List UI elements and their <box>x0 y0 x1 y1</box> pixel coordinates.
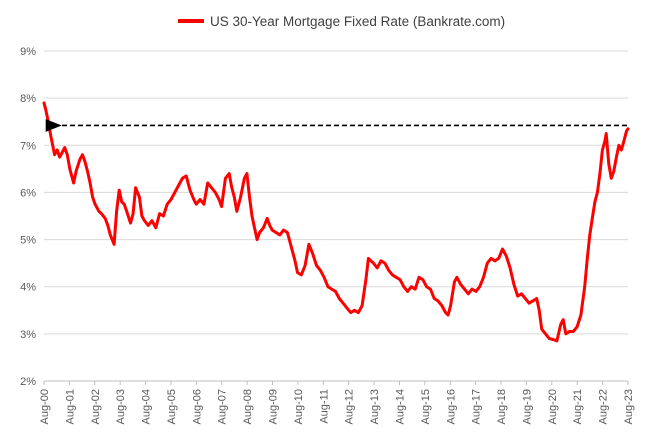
x-tick-label: Aug-02 <box>90 389 102 424</box>
x-tick-label: Aug-01 <box>64 389 76 424</box>
legend-label: US 30-Year Mortgage Fixed Rate (Bankrate… <box>210 13 506 29</box>
gridlines <box>44 50 628 382</box>
x-tick-label: Aug-17 <box>471 389 483 424</box>
x-tick-label: Aug-05 <box>166 389 178 424</box>
x-tick-label: Aug-22 <box>598 389 610 424</box>
x-tick-label: Aug-16 <box>445 389 457 424</box>
axes: 2% 3% 4% 5% 6% 7% 8% 9% Aug-00 Aug-01 Aug-02 Aug-03… <box>20 46 635 424</box>
x-tick-label: Aug-00 <box>39 389 51 424</box>
legend: US 30-Year Mortgage Fixed Rate (Bankrate… <box>178 12 505 30</box>
series-layer <box>42 101 630 343</box>
y-tick-label: 7% <box>20 140 36 152</box>
y-tick-label: 5% <box>20 235 36 247</box>
x-tick-label: Aug-08 <box>242 389 254 424</box>
x-tick-label: Aug-11 <box>318 389 330 424</box>
x-tick-label: Aug-19 <box>521 389 533 424</box>
y-tick-label: 2% <box>20 376 36 388</box>
x-tick-label: Aug-09 <box>268 389 280 424</box>
x-tick-label: Aug-06 <box>191 389 203 424</box>
x-tick-label: Aug-18 <box>496 389 508 424</box>
x-tick-label: Aug-21 <box>572 389 584 424</box>
x-tick-label: Aug-15 <box>420 389 432 424</box>
y-tick-label: 6% <box>20 187 36 199</box>
x-tick-label: Aug-12 <box>344 389 356 424</box>
y-tick-label: 8% <box>20 93 36 105</box>
x-tick-label: Aug-10 <box>293 389 305 424</box>
x-tick-label: Aug-20 <box>547 389 559 424</box>
x-tick-label: Aug-07 <box>217 389 229 424</box>
x-tick-label: Aug-14 <box>394 389 406 424</box>
y-tick-label: 4% <box>20 282 36 294</box>
x-tick-label: Aug-04 <box>141 389 153 424</box>
x-tick-label: Aug-23 <box>623 389 635 424</box>
legend-swatch <box>178 19 204 23</box>
y-tick-label: 3% <box>20 329 36 341</box>
x-tick-label: Aug-13 <box>369 389 381 424</box>
series-line-mortgage-rate <box>42 101 630 343</box>
y-tick-label: 9% <box>20 46 36 58</box>
x-tick-label: Aug-03 <box>115 389 127 424</box>
